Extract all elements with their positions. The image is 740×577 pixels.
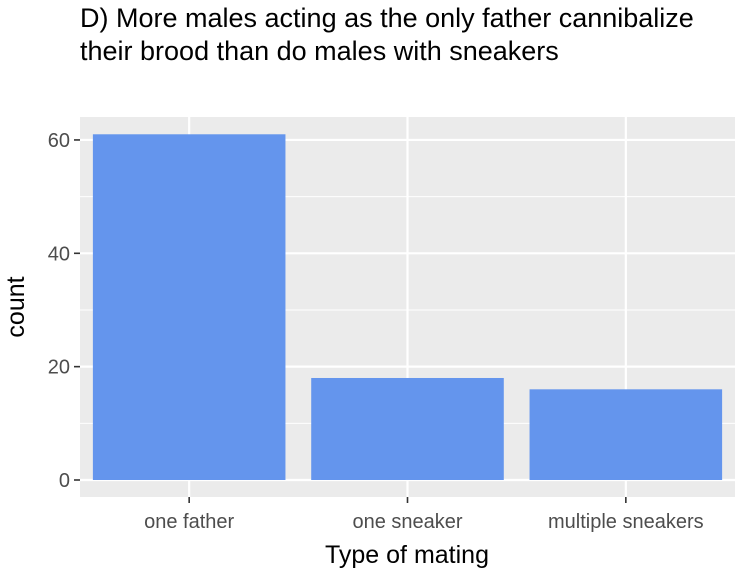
y-tick-label: 20 (48, 357, 70, 379)
bar (311, 377, 504, 480)
bar (529, 389, 723, 480)
x-tick-label: multiple sneakers (548, 511, 704, 533)
bar (92, 134, 286, 481)
y-tick-label: 40 (48, 243, 70, 265)
x-axis-title: Type of mating (325, 541, 489, 569)
bars (92, 134, 723, 481)
y-axis-ticks: 0 20 40 60 (48, 130, 80, 492)
x-tick-label: one sneaker (352, 511, 462, 533)
y-tick-label: 0 (59, 470, 70, 492)
y-tick-label: 60 (48, 130, 70, 152)
x-axis-ticks: one father one sneaker multiple sneakers (144, 497, 704, 533)
chart-title: D) More males acting as the only father … (80, 3, 694, 66)
y-axis-title: count (2, 276, 30, 337)
x-tick-label: one father (144, 511, 234, 533)
